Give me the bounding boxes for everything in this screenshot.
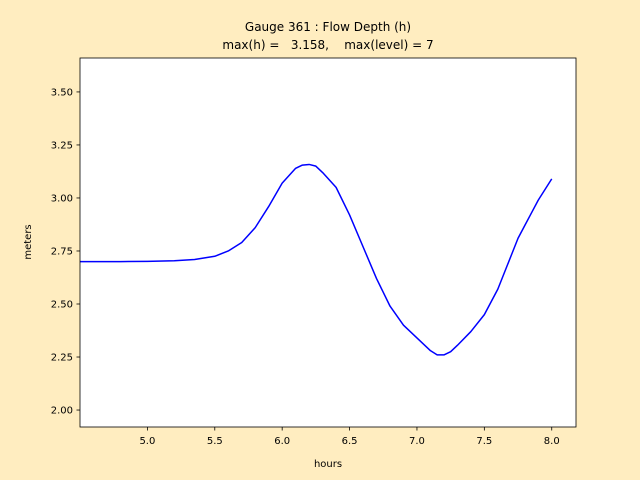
y-tick-label: 3.25: [51, 140, 73, 151]
x-axis-label: hours: [314, 459, 342, 470]
y-tick-label: 3.50: [51, 87, 73, 98]
x-tick-label: 7.0: [409, 436, 425, 447]
chart-title-line1: Gauge 361 : Flow Depth (h): [245, 20, 411, 34]
x-tick-label: 5.0: [139, 436, 155, 447]
x-tick-label: 7.5: [476, 436, 492, 447]
y-tick-label: 2.50: [51, 300, 73, 311]
x-tick-label: 6.5: [342, 436, 358, 447]
y-tick-label: 2.75: [51, 246, 73, 257]
x-tick-label: 8.0: [544, 436, 560, 447]
x-axis: 5.0 5.5 6.0 6.5 7.0 7.5 8.0: [139, 427, 560, 447]
chart-marks: [80, 163, 553, 356]
series-line-0: [80, 163, 553, 356]
plot-frame: [79, 57, 577, 428]
x-tick-label: 6.0: [274, 436, 290, 447]
y-axis-label: meters: [23, 224, 34, 259]
y-tick-label: 2.25: [51, 353, 73, 364]
y-axis: 2.00 2.25 2.50 2.75 3.00 3.25 3.50: [51, 87, 80, 417]
y-tick-label: 3.00: [51, 193, 73, 204]
chart-title-line2: max(h) = 3.158, max(level) = 7: [222, 38, 433, 52]
x-tick-label: 5.5: [207, 436, 223, 447]
plot-area: [80, 58, 576, 427]
y-tick-label: 2.00: [51, 406, 73, 417]
